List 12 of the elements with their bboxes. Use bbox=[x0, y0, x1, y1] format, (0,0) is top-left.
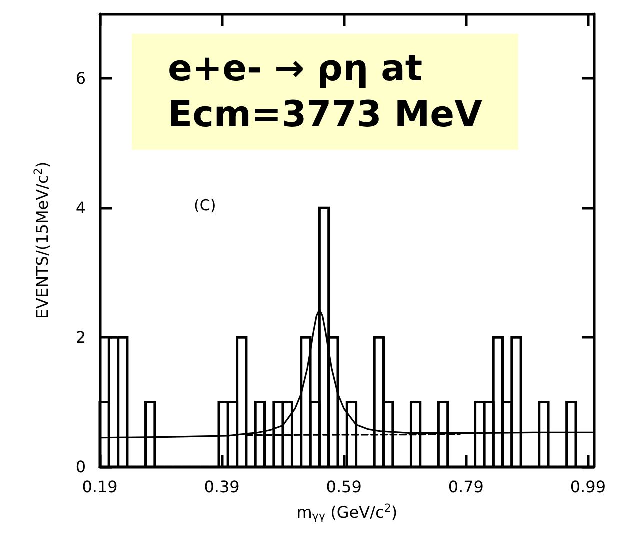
annotation: (C) bbox=[194, 196, 216, 214]
y-tick-label: 4 bbox=[76, 198, 86, 218]
x-tick-label: 0.99 bbox=[570, 478, 606, 496]
x-tick-label: 0.39 bbox=[204, 478, 240, 496]
text: e+e- → ρη at Ecm=3773 MeV bbox=[168, 48, 483, 136]
y-tick-label: 0 bbox=[76, 458, 86, 476]
x-tick-label: 0.19 bbox=[82, 478, 118, 496]
y-tick-label: 6 bbox=[76, 69, 86, 88]
x-tick-label: 0.79 bbox=[448, 478, 484, 496]
x-tick-label: 0.59 bbox=[326, 478, 362, 496]
y-tick-label: 2 bbox=[76, 328, 86, 348]
y-axis-title: EVENTS/(15MeV/c2) bbox=[32, 162, 52, 320]
